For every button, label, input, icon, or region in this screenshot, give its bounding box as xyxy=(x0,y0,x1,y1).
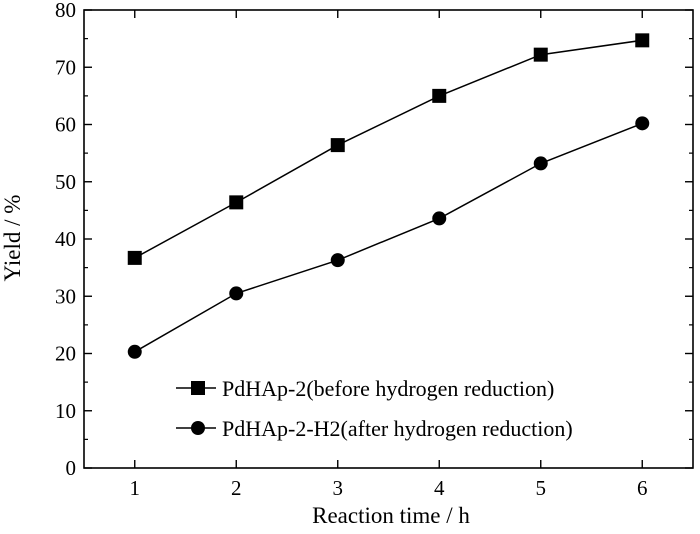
legend-label: PdHAp-2(before hydrogen reduction) xyxy=(222,376,554,401)
x-tick-label: 3 xyxy=(333,476,344,500)
x-axis-title: Reaction time / h xyxy=(312,503,470,528)
data-point xyxy=(330,138,345,153)
x-tick-label: 5 xyxy=(536,476,547,500)
y-tick-label: 70 xyxy=(55,55,76,79)
x-tick-label: 1 xyxy=(130,476,141,500)
series-line xyxy=(134,122,643,353)
series-1 xyxy=(127,33,650,265)
data-point xyxy=(127,344,142,359)
legend-marker xyxy=(191,421,205,435)
series-line xyxy=(134,39,643,259)
data-point xyxy=(432,211,447,226)
legend-entry: PdHAp-2(before hydrogen reduction) xyxy=(176,376,554,401)
data-point xyxy=(127,250,142,265)
x-tick-label: 4 xyxy=(434,476,445,500)
data-point xyxy=(635,116,650,131)
legend-entry: PdHAp-2-H2(after hydrogen reduction) xyxy=(176,416,573,441)
data-point xyxy=(229,286,244,301)
legend: PdHAp-2(before hydrogen reduction) PdHAp-… xyxy=(176,376,573,441)
y-tick-label: 0 xyxy=(66,456,77,480)
data-point xyxy=(533,47,548,62)
y-tick-label: 30 xyxy=(55,284,76,308)
data-point xyxy=(533,156,548,171)
series-layer xyxy=(127,33,650,359)
y-tick-label: 20 xyxy=(55,342,76,366)
data-point xyxy=(432,88,447,103)
x-axis: 1 2 3 4 5 6 xyxy=(130,10,648,500)
y-axis-title: Yield / % xyxy=(0,195,25,282)
y-tick-label: 60 xyxy=(55,113,76,137)
y-tick-label: 40 xyxy=(55,227,76,251)
x-tick-label: 6 xyxy=(637,476,648,500)
legend-label: PdHAp-2-H2(after hydrogen reduction) xyxy=(222,416,573,441)
legend-marker xyxy=(191,381,205,395)
y-tick-label: 10 xyxy=(55,399,76,423)
series-2 xyxy=(127,116,650,359)
data-point xyxy=(229,195,244,210)
y-axis: 0 10 20 30 40 50 60 70 80 xyxy=(55,0,693,480)
data-point xyxy=(330,253,345,268)
y-tick-label: 50 xyxy=(55,170,76,194)
y-tick-label: 80 xyxy=(55,0,76,22)
data-point xyxy=(635,33,650,48)
x-tick-label: 2 xyxy=(231,476,242,500)
